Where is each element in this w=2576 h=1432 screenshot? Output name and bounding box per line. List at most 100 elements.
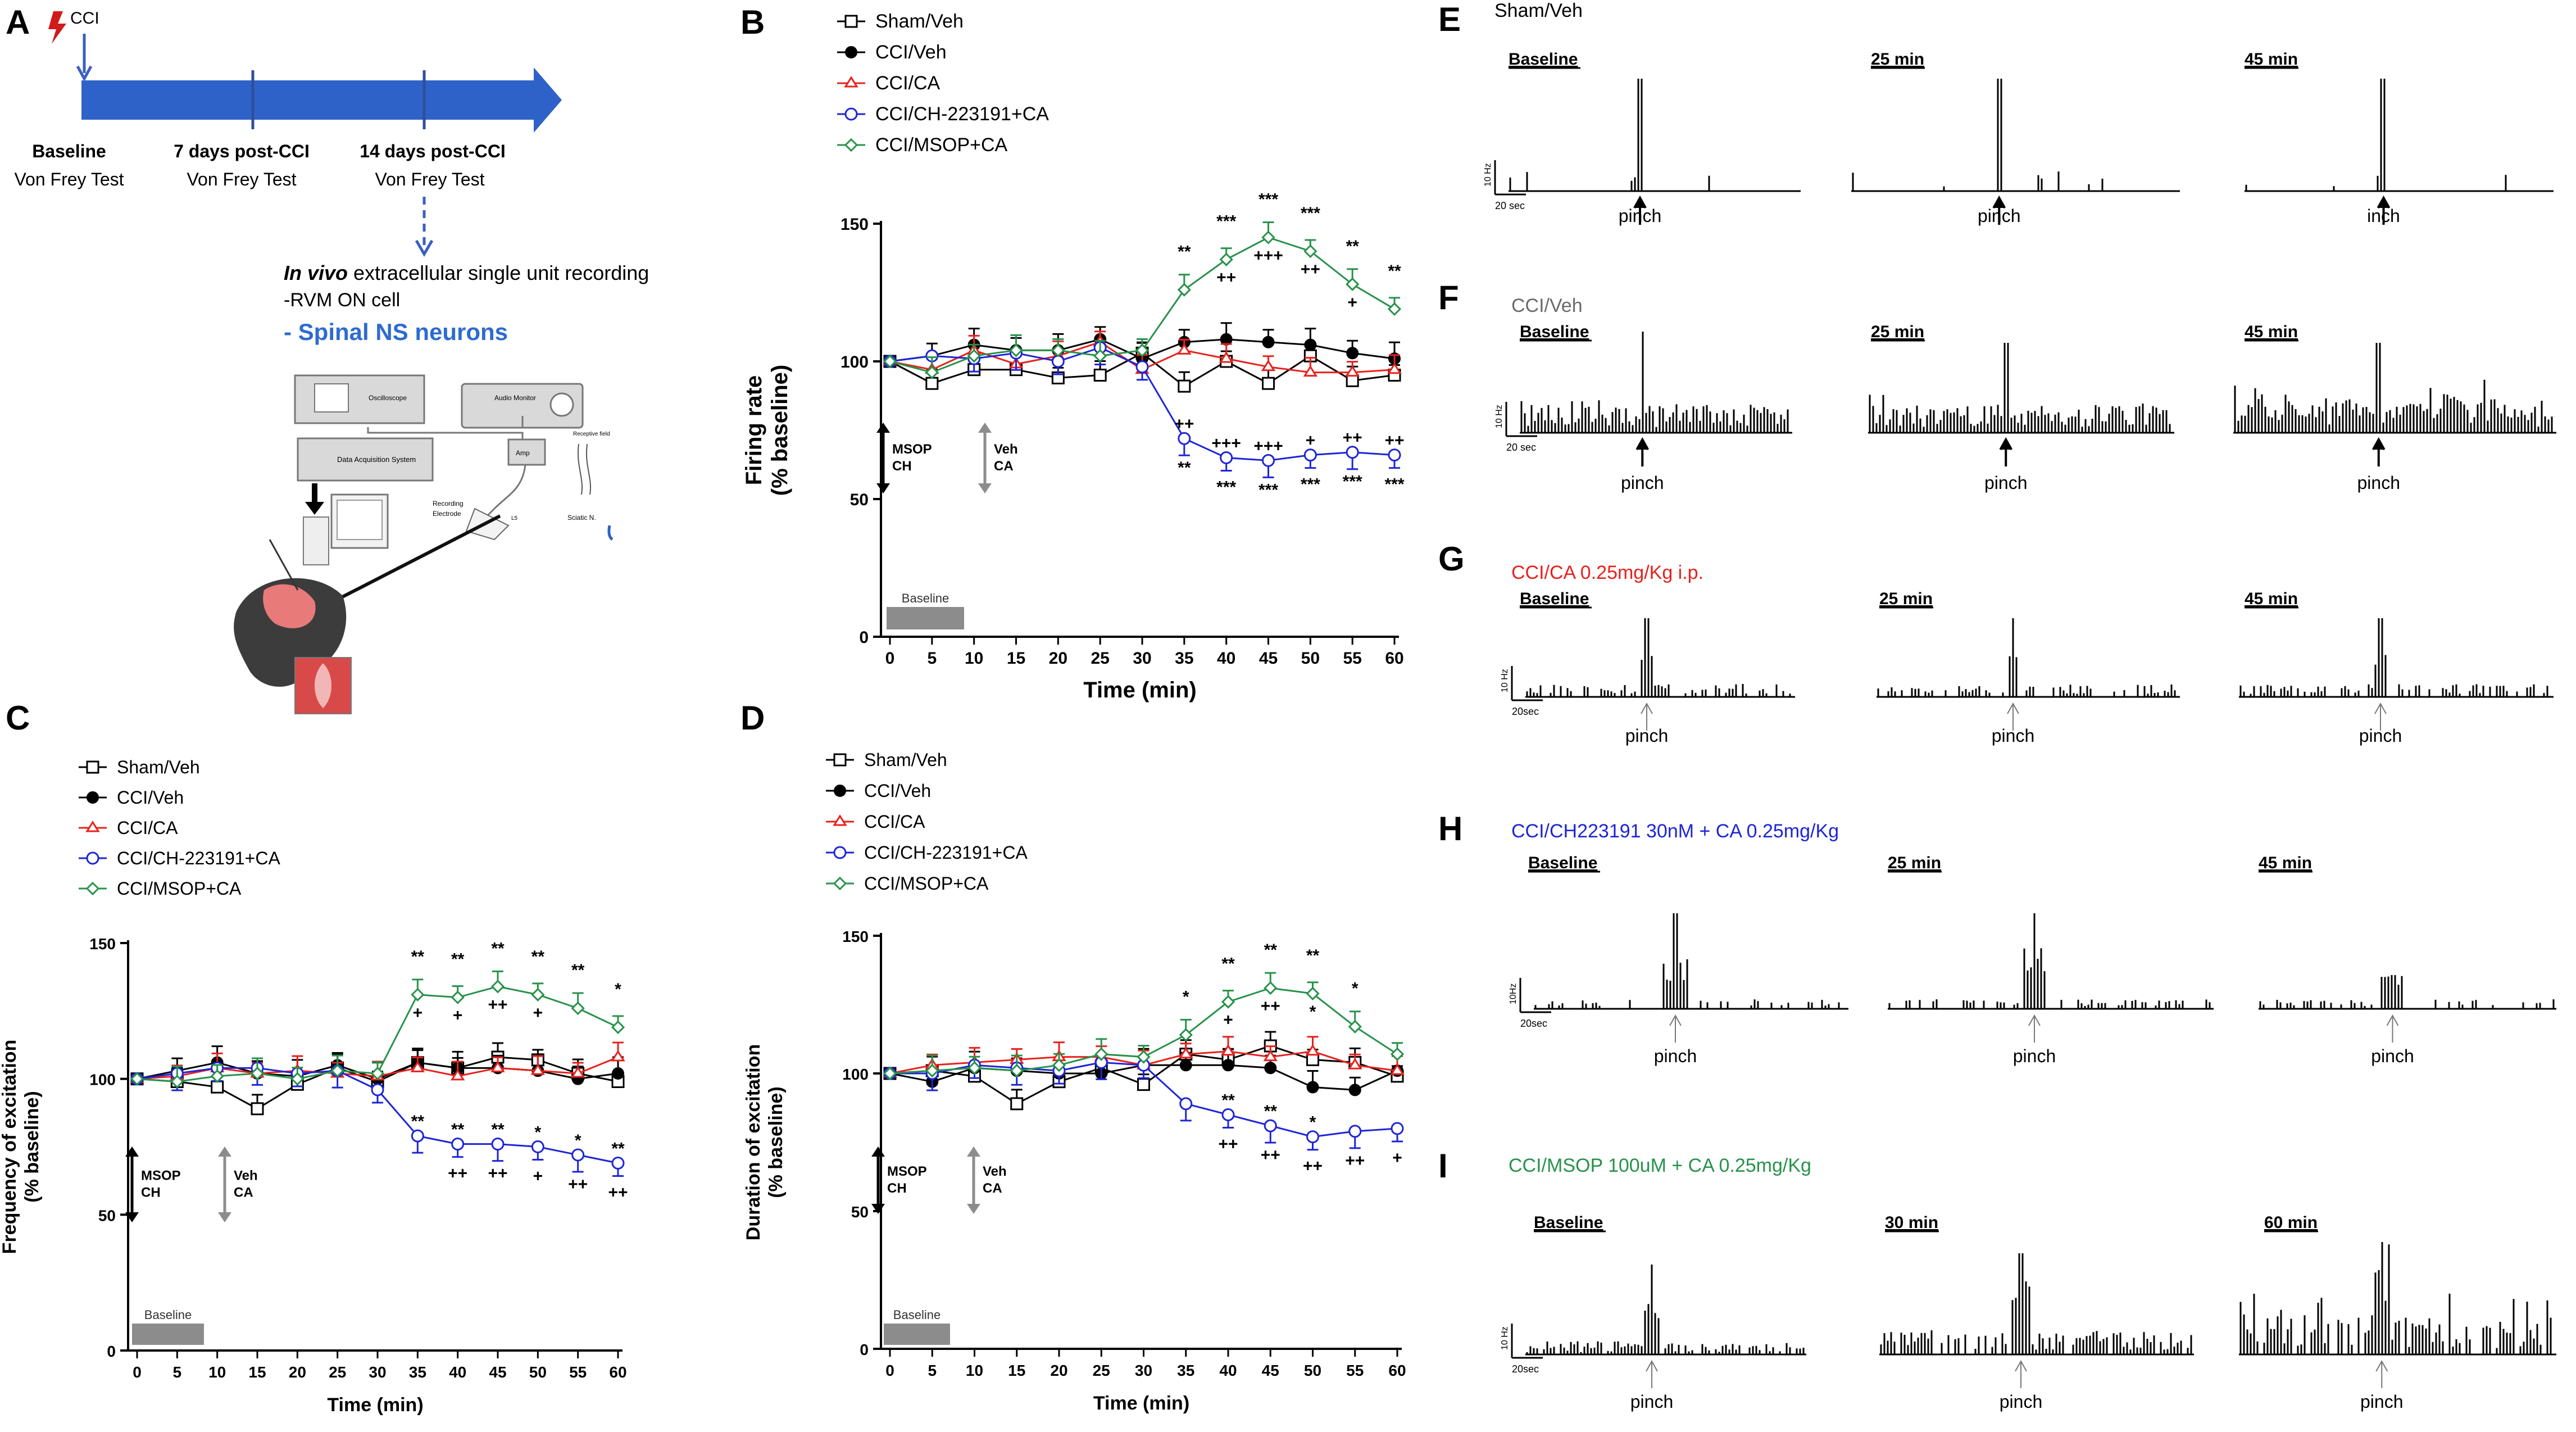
- legend-label-cciveh: CCI/Veh: [864, 781, 931, 801]
- data-point-ch: [1391, 1122, 1404, 1135]
- trace-timepoint-label: Baseline: [1534, 1213, 1603, 1232]
- data-point-msop: [1219, 252, 1233, 266]
- data-point-msop: [883, 354, 897, 369]
- data-point-sham: [211, 1080, 224, 1094]
- trace-timepoint-label: 25 min: [1879, 590, 1933, 608]
- computer-tower: [303, 516, 329, 565]
- pinch-arrow-head: [2377, 195, 2391, 209]
- x-tick-label: 55: [1346, 1362, 1364, 1379]
- pinch-arrow-head: [2028, 1014, 2041, 1026]
- arrow-msop-label-bottom: CH: [892, 459, 912, 474]
- legend-marker-cca: [85, 821, 100, 832]
- panel-i-traces: I CCI/MSOP 100uM + CA 0.25mg/Kg Baseline pi…: [1438, 1147, 2556, 1412]
- pinch-label: pinch: [1978, 206, 2021, 226]
- data-point-cciveh: [1179, 1059, 1192, 1072]
- timeline-bar: [81, 80, 537, 120]
- sig-plus-upper: +: [413, 1004, 423, 1022]
- panel-c-chart: C Sham/Veh CCI/Veh CCI/CA CCI/CH-223191+CA CC…: [0, 699, 628, 1416]
- audio-monitor-box: [461, 383, 584, 429]
- data-point-msop: [1306, 986, 1320, 1001]
- trace-timepoint-label: Baseline: [1520, 323, 1589, 341]
- data-point-cca: [1177, 343, 1192, 355]
- spike-train: [1526, 1265, 1805, 1354]
- pinch-label: pinch: [1654, 1046, 1697, 1066]
- paw-icon: [578, 443, 591, 495]
- x-axis-title: Time (min): [327, 1394, 423, 1416]
- data-point-sham: [1137, 1078, 1150, 1091]
- y-axis-title: Frequency of excitation(% baseline): [0, 1040, 43, 1254]
- sig-top-lower: **: [411, 1112, 425, 1131]
- x-tick-label: 60: [1388, 1362, 1406, 1379]
- timeline-title-2: 14 days post-CCI: [360, 141, 506, 161]
- timeline-title-0: Baseline: [32, 141, 106, 161]
- sig-star-upper: **: [1264, 941, 1278, 959]
- oscilloscope-screen: [314, 383, 349, 413]
- arrow-veh-up: [218, 1146, 231, 1157]
- baseline-bar: [132, 1324, 204, 1345]
- spike-train: [1888, 913, 2211, 1009]
- data-point-cca: [1263, 1049, 1278, 1062]
- sig-bottom-lower: ++: [1303, 1157, 1323, 1176]
- legend-label-ch: CCI/CH-223191+CA: [864, 842, 1028, 863]
- recording-setup-diagram: Oscilloscope Audio Monitor Data Acquisit…: [234, 374, 614, 714]
- pinch-label: pinch: [2357, 473, 2401, 493]
- x-tick-label: 55: [569, 1363, 587, 1381]
- x-tick-label: 10: [966, 1362, 983, 1379]
- x-tick-label: 15: [1007, 649, 1025, 668]
- pinch-arrow-head: [1633, 195, 1647, 209]
- data-point-sham: [1306, 1053, 1319, 1066]
- baseline-bar-label: Baseline: [144, 1308, 192, 1322]
- legend-label-ch: CCI/CH-223191+CA: [117, 848, 280, 868]
- data-point-sham: [1178, 379, 1191, 393]
- audio-monitor-label: Audio Monitor: [494, 394, 536, 402]
- legend-label-cciveh: CCI/Veh: [875, 42, 947, 63]
- pinch-arrow-head: [2374, 702, 2387, 714]
- data-point-msop: [1177, 283, 1191, 297]
- arrow-msop-label-bottom: CH: [141, 1185, 161, 1200]
- data-point-ch: [1306, 1130, 1319, 1144]
- sig-star-upper: **: [1388, 262, 1401, 280]
- pinch-label: pinch: [2013, 1046, 2056, 1066]
- data-point-cciveh: [1222, 1059, 1234, 1072]
- trace-timepoint-label: 25 min: [1871, 323, 1924, 341]
- baseline-bar: [887, 607, 964, 629]
- x-tick-label: 5: [927, 649, 937, 668]
- data-point-ch: [1178, 432, 1191, 445]
- pinch-arrow-head: [1646, 1360, 1658, 1372]
- pinch-label: pinch: [1621, 473, 1664, 493]
- x-tick-label: 0: [133, 1363, 142, 1381]
- data-point-msop: [1348, 1019, 1362, 1034]
- sig-top-lower: ++: [1343, 429, 1362, 447]
- legend-label-msop: CCI/MSOP+CA: [117, 878, 242, 899]
- sig-bottom-lower: ++: [1218, 1135, 1238, 1154]
- arrow-msop-down: [871, 1204, 885, 1214]
- x-tick-label: 35: [1175, 649, 1193, 668]
- pinch-label: pinch: [1630, 1392, 1674, 1412]
- data-point-msop: [1137, 1050, 1151, 1064]
- x-tick-label: 0: [885, 1362, 894, 1379]
- data-point-cca: [1179, 1046, 1193, 1059]
- data-point-cciveh: [612, 1067, 624, 1080]
- sig-star-upper: **: [491, 939, 505, 958]
- trace-timepoint-label: Baseline: [1528, 854, 1597, 872]
- legend-marker-msop: [85, 881, 100, 896]
- data-point-cca: [1305, 1044, 1320, 1056]
- sig-plus-upper: +: [453, 1007, 463, 1025]
- data-point-cca: [1390, 1063, 1405, 1075]
- trace-timepoint-label: 45 min: [2245, 590, 2298, 608]
- sig-star-upper: **: [531, 948, 545, 966]
- data-point-msop: [1264, 981, 1278, 995]
- sig-plus-upper: ++: [1261, 997, 1280, 1016]
- panel-b-chart: B Sham/Veh CCI/Veh CCI/CA CCI/CH-223191+CA CC…: [740, 3, 1405, 703]
- data-point-ch: [451, 1138, 465, 1151]
- sig-bottom-lower: +: [1392, 1149, 1402, 1167]
- spike-train: [1852, 79, 2103, 191]
- data-point-msop: [531, 987, 545, 1002]
- x-tick-label: 50: [1301, 649, 1320, 668]
- sig-bottom-lower: ***: [1343, 473, 1362, 491]
- data-point-ch: [1051, 355, 1065, 368]
- stereotaxic-arm: [269, 539, 299, 591]
- legend-marker-cca: [844, 76, 858, 88]
- spike-train: [1880, 1253, 2192, 1354]
